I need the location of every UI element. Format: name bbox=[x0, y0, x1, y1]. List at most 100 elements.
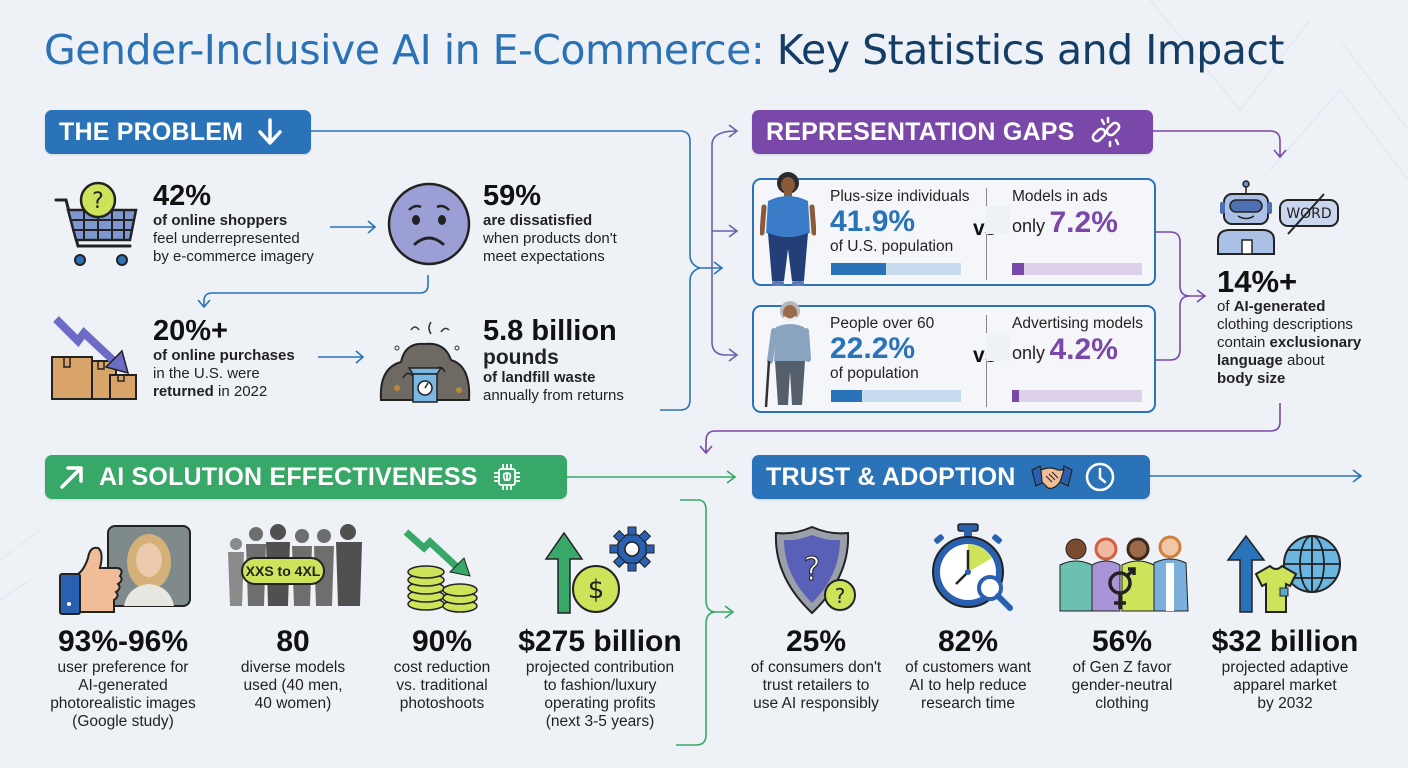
section-title: TRUST & ADOPTION bbox=[766, 462, 1016, 491]
stat-desc-line: trust retailers to bbox=[762, 677, 870, 694]
card-value: 41.9% bbox=[830, 205, 916, 238]
stat-value: 93%-96% bbox=[57, 625, 189, 658]
title-part-2: Key Statistics and Impact bbox=[764, 26, 1285, 74]
stat-desc-line: vs. traditional bbox=[396, 677, 488, 694]
stat-90-percent: 90% cost reduction vs. traditional photo… bbox=[372, 625, 512, 713]
text-bold: body size bbox=[1217, 370, 1286, 387]
stat-desc-line: (Google study) bbox=[72, 713, 174, 730]
stat-value: 82% bbox=[937, 625, 999, 658]
handshake-icon bbox=[1030, 462, 1074, 492]
card-label: Advertising models bbox=[1012, 315, 1143, 332]
sad-face-icon bbox=[385, 178, 473, 275]
progress-bar-models-ads bbox=[1012, 263, 1142, 275]
stat-value: 25% bbox=[785, 625, 847, 658]
stat-desc-line: AI-generated bbox=[78, 677, 168, 694]
divider bbox=[986, 188, 987, 280]
stat-desc-line: of consumers don't bbox=[750, 659, 882, 676]
stat-line-bold: of online purchases bbox=[153, 347, 295, 364]
stat-value: 14%+ bbox=[1217, 264, 1298, 299]
ai-chip-icon bbox=[492, 462, 522, 492]
text: contain bbox=[1217, 334, 1270, 351]
stat-line: in the U.S. were bbox=[153, 365, 260, 382]
stat-desc-line: research time bbox=[921, 695, 1015, 712]
stat-line: when products don't bbox=[483, 230, 617, 247]
svg-text:?: ? bbox=[804, 550, 821, 588]
text-bold: language bbox=[1217, 352, 1283, 369]
section-header-representation: REPRESENTATION GAPS bbox=[752, 110, 1153, 154]
stat-desc-line: photoshoots bbox=[399, 695, 485, 712]
card-value: 4.2% bbox=[1049, 333, 1118, 366]
shopping-cart-question-icon: ? bbox=[50, 178, 142, 275]
text: about bbox=[1282, 352, 1325, 369]
stat-80-models: 80 diverse models used (40 men, 40 women… bbox=[218, 625, 368, 713]
card-label: Models in ads bbox=[1012, 188, 1108, 205]
stat-56-percent: 56% of Gen Z favor gender-neutral clothi… bbox=[1052, 625, 1192, 713]
section-header-trust: TRUST & ADOPTION bbox=[752, 455, 1150, 499]
representation-card-plus-size: Plus-size individuals 41.9% of U.S. popu… bbox=[752, 172, 1156, 286]
stat-20-percent-plus: 20%+ of online purchases in the U.S. wer… bbox=[153, 315, 295, 401]
stat-42-percent: 42% of online shoppers feel underreprese… bbox=[153, 180, 314, 266]
stat-value: 56% bbox=[1091, 625, 1153, 658]
svg-text:?: ? bbox=[92, 189, 104, 214]
stat-desc-line: (next 3-5 years) bbox=[545, 713, 655, 730]
divider-gap bbox=[986, 206, 1010, 234]
stat-desc-line: user preference for bbox=[57, 659, 189, 676]
stopwatch-search-icon bbox=[928, 522, 1018, 619]
stat-25-percent: 25% of consumers don't trust retailers t… bbox=[738, 625, 894, 713]
svg-text:?: ? bbox=[835, 584, 846, 608]
robot-crossed-word-icon: WORD bbox=[1216, 180, 1342, 261]
stat-line: meet expectations bbox=[483, 248, 605, 265]
stat-59-percent: 59% are dissatisfied when products don't… bbox=[483, 180, 617, 266]
svg-text:$: $ bbox=[588, 575, 605, 605]
card-value: 7.2% bbox=[1049, 206, 1118, 239]
stat-93-96-percent: 93%-96% user preference for AI-generated… bbox=[48, 625, 198, 731]
stat-desc-line: cost reduction bbox=[393, 659, 491, 676]
stat-desc-line: 40 women) bbox=[254, 695, 332, 712]
arrow-up-right-icon bbox=[59, 464, 85, 490]
thumbs-up-photo-icon bbox=[58, 524, 193, 621]
progress-bar-plus-size bbox=[831, 263, 961, 275]
progress-bar-over-60 bbox=[831, 390, 961, 402]
stat-value: 5.8 billion bbox=[483, 315, 617, 347]
section-title: AI SOLUTION EFFECTIVENESS bbox=[99, 462, 478, 491]
stat-value: $275 billion bbox=[518, 625, 682, 658]
stat-line: by e-commerce imagery bbox=[153, 248, 314, 265]
models-in-ads-stat: Models in ads only 7.2% bbox=[1012, 188, 1118, 240]
stat-value: 42% bbox=[153, 180, 212, 212]
title-part-1: Gender-Inclusive AI in E-Commerce: bbox=[44, 26, 765, 74]
stat-32-billion: $32 billion projected adaptive apparel m… bbox=[1200, 625, 1370, 713]
stat-line: feel underrepresented bbox=[153, 230, 300, 247]
progress-bar-advertising-models bbox=[1012, 390, 1142, 402]
stat-value: 20%+ bbox=[153, 315, 228, 347]
stat-desc-line: by 2032 bbox=[1257, 695, 1313, 712]
word-badge: WORD bbox=[1286, 206, 1331, 222]
stat-desc-line: AI to help reduce bbox=[909, 677, 1027, 694]
boxes-down-trend-icon bbox=[50, 315, 142, 408]
card-label: People over 60 bbox=[830, 315, 935, 332]
page-title: Gender-Inclusive AI in E-Commerce: Key S… bbox=[44, 26, 1374, 74]
text: of bbox=[1217, 298, 1234, 315]
elderly-person-cane-icon bbox=[764, 299, 814, 416]
stat-14-percent-plus: 14%+ of AI-generated clothing descriptio… bbox=[1217, 266, 1361, 388]
over-60-stat: People over 60 22.2% of population bbox=[830, 315, 934, 383]
stat-value: 90% bbox=[411, 625, 473, 658]
landfill-scale-icon bbox=[375, 318, 475, 409]
section-header-ai-solution: AI SOLUTION EFFECTIVENESS bbox=[45, 455, 567, 499]
stat-line-bold: of online shoppers bbox=[153, 212, 288, 229]
stat-value: $32 billion bbox=[1211, 625, 1359, 658]
stat-line-bold: pounds bbox=[483, 346, 559, 369]
only-label: only bbox=[1012, 343, 1046, 363]
stat-line-bold: are dissatisfied bbox=[483, 212, 593, 229]
stat-desc-line: gender-neutral bbox=[1071, 677, 1173, 694]
section-title: THE PROBLEM bbox=[59, 117, 244, 146]
plus-size-person-icon bbox=[759, 171, 817, 294]
stat-desc-line: operating profits bbox=[544, 695, 656, 712]
only-label: only bbox=[1012, 216, 1046, 236]
stat-desc-line: used (40 men, bbox=[243, 677, 343, 694]
stat-275-billion: $275 billion projected contribution to f… bbox=[510, 625, 690, 731]
card-sublabel: of U.S. population bbox=[830, 238, 954, 255]
stat-desc-line: clothing bbox=[1095, 695, 1149, 712]
stat-line: annually from returns bbox=[483, 387, 624, 404]
stat-line-bold: of landfill waste bbox=[483, 369, 596, 386]
